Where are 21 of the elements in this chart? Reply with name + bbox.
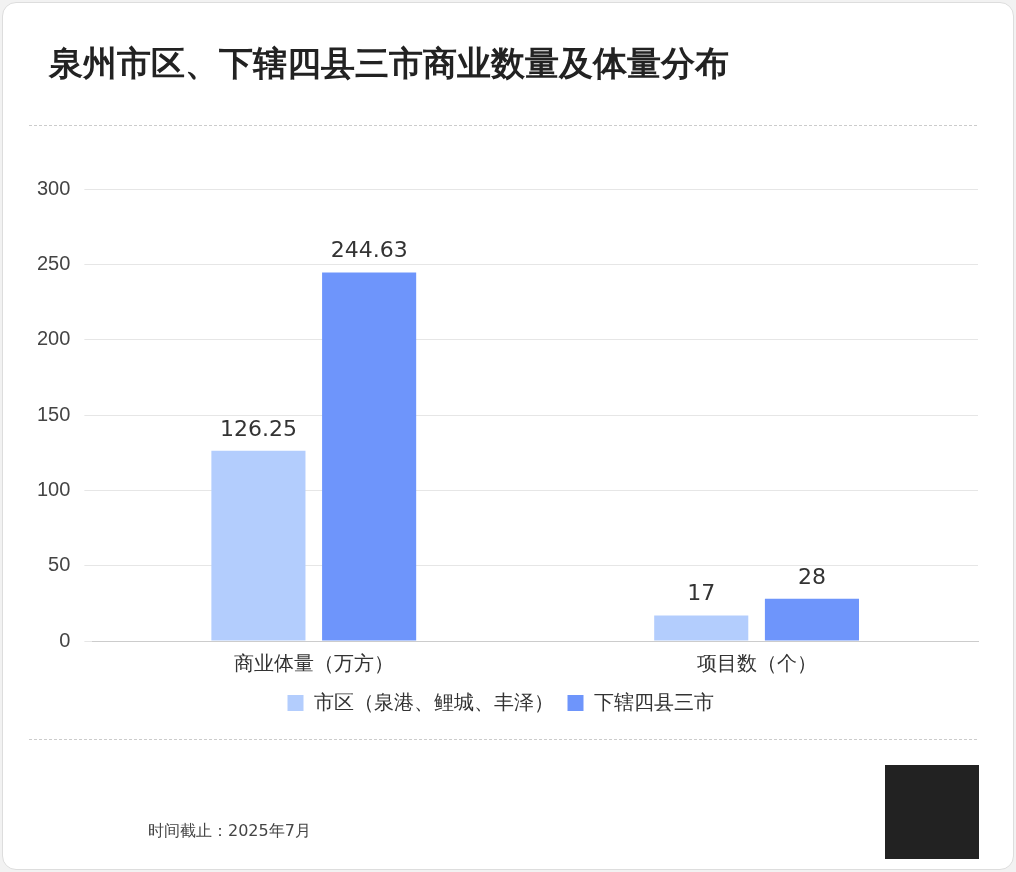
y-tick-label: 150 [36, 402, 71, 425]
data-label: 28 [797, 563, 826, 589]
bar [322, 272, 417, 641]
y-tick-label: 200 [36, 327, 71, 350]
y-tick-label: 300 [36, 176, 71, 199]
y-tick-label: 100 [36, 477, 71, 500]
legend-label: 下辖四县三市 [593, 690, 714, 713]
y-tick-label: 0 [59, 628, 71, 651]
bar [654, 615, 749, 641]
y-tick-label: 250 [36, 251, 71, 274]
data-label: 17 [687, 580, 716, 606]
bar [211, 450, 306, 641]
y-tick-label: 50 [48, 553, 71, 576]
chart-title: 泉州市区、下辖四县三市商业数量及体量分布 [49, 42, 729, 85]
legend-label: 市区（泉港、鲤城、丰泽） [313, 690, 554, 713]
x-tick-label: 商业体量（万方） [233, 651, 394, 674]
x-tick-label: 项目数（个） [696, 651, 817, 674]
bar [764, 598, 859, 641]
data-label: 244.63 [330, 237, 408, 263]
data-label: 126.25 [219, 415, 297, 441]
text: 时间截止：2025年7月 [148, 821, 311, 842]
